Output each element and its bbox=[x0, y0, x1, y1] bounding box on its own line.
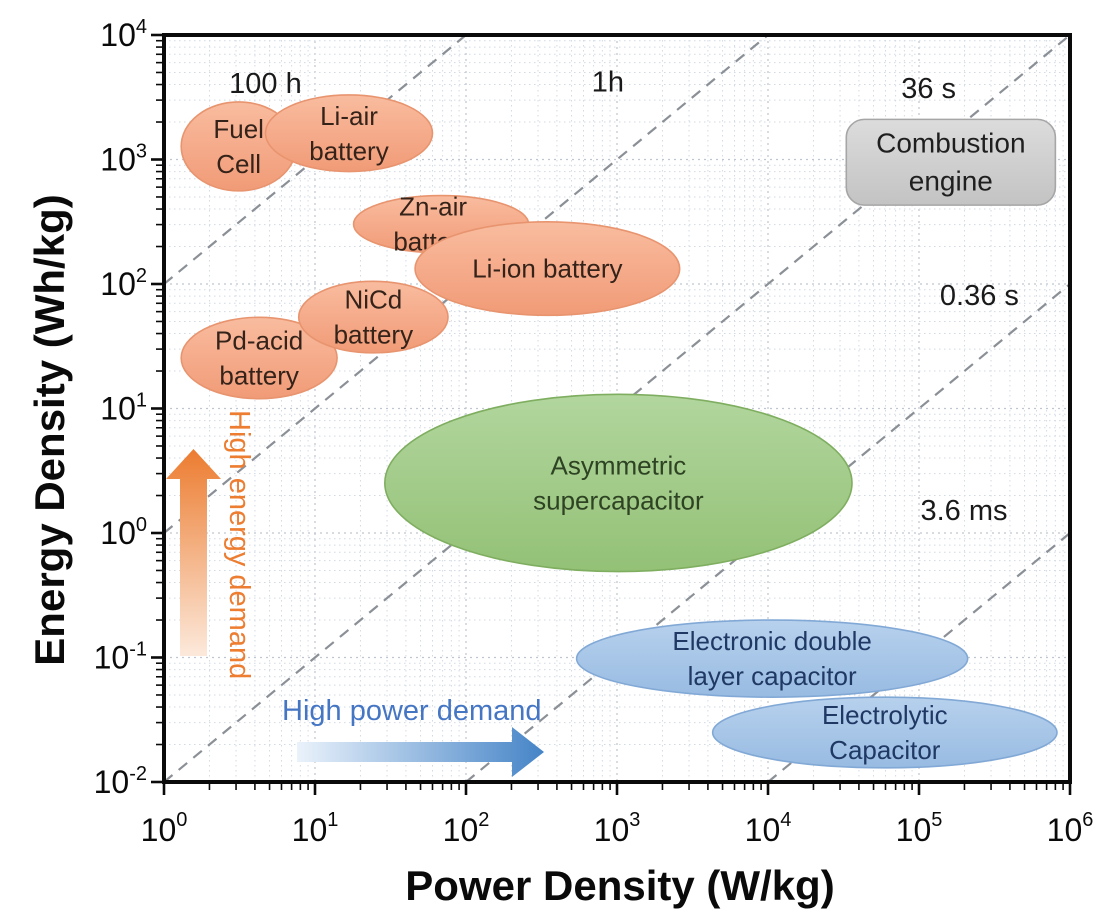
high-energy-demand-label: High energy demand bbox=[223, 410, 255, 679]
region-label-zn-air-battery: Zn-air bbox=[399, 192, 467, 222]
region-label-electronic-double-layer-capacitor: Electronic double bbox=[672, 626, 871, 656]
x-tick-label: 100 bbox=[141, 809, 188, 848]
region-label-electrolytic-capacitor: Capacitor bbox=[829, 735, 941, 765]
x-tick-exponent: 2 bbox=[478, 809, 489, 831]
y-tick-label: 101 bbox=[100, 390, 147, 427]
x-tick-label: 104 bbox=[745, 809, 792, 848]
x-tick-label: 101 bbox=[292, 809, 339, 848]
region-electrolytic-capacitor bbox=[711, 696, 1058, 769]
x-tick-label: 102 bbox=[443, 809, 490, 848]
y-tick-exponent: 1 bbox=[136, 390, 147, 412]
x-tick-exponent: 6 bbox=[1082, 809, 1093, 831]
time-line bbox=[163, 34, 769, 534]
region-label-li-air-battery: Li-air bbox=[320, 101, 378, 131]
plot-border bbox=[162, 33, 1072, 784]
y-tick-label: 10-2 bbox=[94, 763, 147, 800]
time-label: 0.36 s bbox=[940, 280, 1019, 312]
region-label-li-ion-battery: Li-ion battery bbox=[472, 254, 622, 284]
x-tick-exponent: 5 bbox=[931, 809, 942, 831]
y-tick-exponent: 4 bbox=[136, 16, 147, 38]
time-line bbox=[465, 283, 1071, 783]
region-li-air-battery bbox=[264, 94, 434, 173]
y-tick-label: 103 bbox=[100, 141, 147, 178]
region-electronic-double-layer-capacitor bbox=[575, 619, 969, 698]
region-label-fuel-cell: Fuel bbox=[213, 114, 264, 144]
x-tick-label: 106 bbox=[1047, 809, 1094, 848]
y-tick-exponent: 0 bbox=[136, 514, 147, 536]
y-tick-exponent: 3 bbox=[136, 141, 147, 163]
x-tick-exponent: 3 bbox=[629, 809, 640, 831]
y-tick-exponent: -2 bbox=[129, 763, 147, 785]
region-label-combustion-engine: Combustion bbox=[876, 127, 1025, 158]
region-asymmetric-supercapacitor bbox=[384, 393, 853, 573]
time-label: 100 h bbox=[229, 68, 302, 100]
region-label-asymmetric-supercapacitor: supercapacitor bbox=[533, 485, 704, 515]
region-label-pd-acid-battery: Pd-acid bbox=[215, 325, 303, 355]
y-tick-label: 102 bbox=[100, 265, 147, 302]
region-label-nicd-battery: NiCd bbox=[344, 285, 402, 315]
y-tick-exponent: -1 bbox=[129, 639, 147, 661]
region-label-fuel-cell: Cell bbox=[216, 149, 261, 179]
y-tick-exponent: 2 bbox=[136, 265, 147, 287]
region-label-electrolytic-capacitor: Electrolytic bbox=[822, 700, 948, 730]
y-tick-label: 104 bbox=[100, 16, 147, 53]
high-power-demand-arrow bbox=[297, 727, 544, 777]
x-tick-exponent: 0 bbox=[176, 809, 187, 831]
region-combustion-engine bbox=[845, 118, 1057, 206]
y-axis-title: Energy Density (Wh/kg) bbox=[26, 194, 73, 665]
region-label-combustion-engine: engine bbox=[909, 165, 993, 196]
time-label: 3.6 ms bbox=[920, 495, 1007, 527]
region-pd-acid-battery bbox=[180, 316, 338, 400]
region-li-ion-battery bbox=[414, 220, 681, 317]
x-tick-label: 103 bbox=[594, 809, 641, 848]
y-tick-label: 10-1 bbox=[94, 639, 147, 676]
region-label-electronic-double-layer-capacitor: layer capacitor bbox=[688, 661, 857, 691]
region-label-nicd-battery: battery bbox=[334, 320, 414, 350]
region-label-li-air-battery: battery bbox=[309, 136, 389, 166]
region-nicd-battery bbox=[297, 280, 449, 354]
technology-regions: Fuel Cell Li-air battery Pd-acid battery NiCd b… bbox=[180, 94, 1058, 769]
high-energy-demand-arrow bbox=[166, 449, 221, 656]
x-tick-exponent: 4 bbox=[780, 809, 791, 831]
y-tick-label: 100 bbox=[100, 514, 147, 551]
discharge-time-labels: 100 h 1h 36 s 0.36 s 3.6 ms bbox=[229, 66, 1019, 527]
high-power-demand-label: High power demand bbox=[282, 695, 542, 727]
x-tick-exponent: 1 bbox=[327, 809, 338, 831]
time-label: 1h bbox=[592, 66, 624, 98]
region-label-asymmetric-supercapacitor: Asymmetric bbox=[551, 450, 687, 480]
x-axis-title: Power Density (W/kg) bbox=[405, 862, 834, 909]
region-label-pd-acid-battery: battery bbox=[219, 360, 299, 390]
x-tick-label: 105 bbox=[896, 809, 943, 848]
time-label: 36 s bbox=[901, 73, 956, 105]
